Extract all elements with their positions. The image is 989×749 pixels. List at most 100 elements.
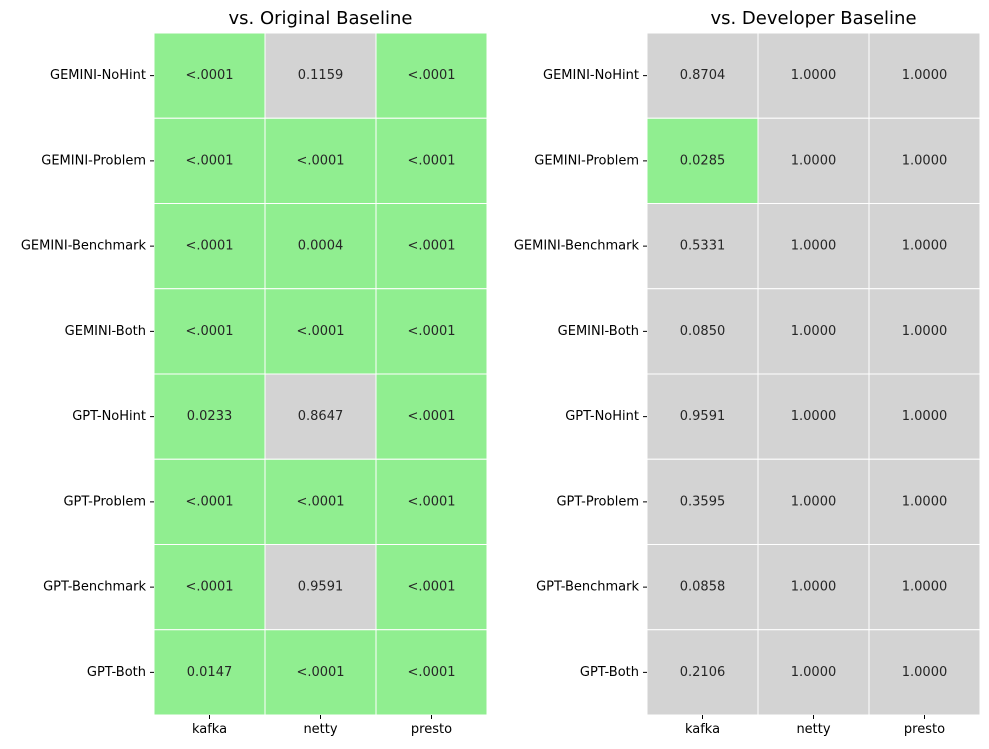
cell-value-label: <.0001: [407, 153, 455, 168]
cell-value-label: <.0001: [407, 494, 455, 509]
cell-value-label: 0.8647: [298, 409, 344, 424]
heatmap-cell: [757, 288, 870, 375]
cell-value-label: 1.0000: [791, 68, 837, 83]
heatmap-cell: [868, 629, 981, 716]
chart-title: vs. Original Baseline: [229, 8, 413, 29]
heatmap-developer-baseline: vs. Developer Baseline 0.8704 1.0000 1.0000…: [514, 8, 981, 737]
cell-value-label: 0.0858: [680, 580, 726, 595]
cell-value-label: <.0001: [296, 153, 344, 168]
cell-value-label: 0.0285: [680, 153, 726, 168]
heatmap-cell: [868, 458, 981, 545]
cell-value-label: 1.0000: [902, 324, 948, 339]
cell-value-label: <.0001: [407, 409, 455, 424]
y-tick-label: GPT-Benchmark: [43, 580, 146, 595]
cell-value-label: 1.0000: [902, 153, 948, 168]
cell-value-label: 1.0000: [791, 665, 837, 680]
cell-value-label: 0.9591: [298, 580, 344, 595]
cell-value-label: <.0001: [407, 68, 455, 83]
heatmap-cell: [153, 117, 266, 204]
heatmap-cell: [264, 373, 377, 460]
heatmap-cell: [646, 458, 759, 545]
cell-value-label: 0.2106: [680, 665, 726, 680]
y-tick-label: GPT-Benchmark: [536, 580, 639, 595]
heatmap-cell: [264, 203, 377, 290]
y-tick-label: GEMINI-NoHint: [543, 68, 639, 83]
y-tick-label: GEMINI-Both: [558, 324, 639, 339]
y-tick-label: GPT-NoHint: [72, 409, 146, 424]
cell-value-label: <.0001: [185, 239, 233, 254]
cell-value-label: 1.0000: [791, 153, 837, 168]
heatmap-cell: [646, 203, 759, 290]
heatmap-cell: [646, 629, 759, 716]
cell-value-label: 1.0000: [791, 580, 837, 595]
y-tick-label: GEMINI-Problem: [41, 153, 146, 168]
cell-value-label: 0.0004: [298, 239, 344, 254]
heatmap-cell: [153, 544, 266, 631]
cell-value-label: 0.3595: [680, 494, 726, 509]
y-tick-label: GPT-Both: [580, 665, 639, 680]
cell-value-label: 0.0147: [187, 665, 233, 680]
heatmap-cell: [757, 544, 870, 631]
x-tick-label: presto: [411, 722, 452, 737]
cell-value-label: <.0001: [185, 324, 233, 339]
cell-value-label: <.0001: [407, 580, 455, 595]
cell-value-label: 0.0233: [187, 409, 233, 424]
heatmap-cell: [868, 203, 981, 290]
cell-value-label: 0.8704: [680, 68, 726, 83]
cell-value-label: 1.0000: [902, 494, 948, 509]
heatmap-cell: [868, 544, 981, 631]
heatmap-cell: [375, 629, 488, 716]
x-tick-label: netty: [303, 722, 337, 737]
x-tick-label: kafka: [685, 722, 720, 737]
cell-value-label: <.0001: [407, 239, 455, 254]
cell-value-label: 0.9591: [680, 409, 726, 424]
heatmap-cell: [153, 32, 266, 119]
cell-value-label: 0.5331: [680, 239, 726, 254]
cell-value-label: <.0001: [185, 68, 233, 83]
heatmap-cell: [375, 288, 488, 375]
y-tick-label: GEMINI-NoHint: [50, 68, 146, 83]
cell-value-label: 1.0000: [791, 409, 837, 424]
heatmap-original-baseline: vs. Original Baseline <.0001 0.1159 <.0001 <…: [21, 8, 488, 737]
y-tick-label: GPT-Problem: [63, 494, 146, 509]
heatmap-cell: [375, 117, 488, 204]
heatmap-cell: [757, 458, 870, 545]
heatmap-cell: [375, 32, 488, 119]
y-tick-label: GEMINI-Benchmark: [514, 239, 640, 254]
cell-value-label: 1.0000: [902, 68, 948, 83]
heatmap-cell: [153, 629, 266, 716]
heatmap-cell: [646, 544, 759, 631]
cell-value-label: 1.0000: [791, 324, 837, 339]
x-tick-label: kafka: [192, 722, 227, 737]
cell-value-label: 1.0000: [791, 239, 837, 254]
heatmap-cell: [264, 544, 377, 631]
cell-value-label: <.0001: [296, 494, 344, 509]
heatmap-cell: [375, 373, 488, 460]
heatmap-cell: [264, 117, 377, 204]
y-tick-label: GPT-Both: [87, 665, 146, 680]
cell-value-label: 1.0000: [902, 580, 948, 595]
cell-value-label: <.0001: [185, 153, 233, 168]
y-tick-label: GEMINI-Both: [65, 324, 146, 339]
heatmap-cell: [153, 288, 266, 375]
cell-value-label: <.0001: [296, 665, 344, 680]
cell-value-label: <.0001: [407, 324, 455, 339]
y-tick-label: GPT-Problem: [556, 494, 639, 509]
heatmap-cell: [757, 117, 870, 204]
cell-value-label: 1.0000: [791, 494, 837, 509]
heatmap-cell: [868, 32, 981, 119]
heatmap-cell: [264, 629, 377, 716]
heatmap-cell: [375, 458, 488, 545]
heatmap-cell: [868, 373, 981, 460]
y-tick-label: GPT-NoHint: [565, 409, 639, 424]
cell-value-label: <.0001: [185, 580, 233, 595]
heatmap-cell: [264, 32, 377, 119]
cell-value-label: <.0001: [185, 494, 233, 509]
heatmap-cell: [375, 544, 488, 631]
y-tick-label: GEMINI-Benchmark: [21, 239, 147, 254]
heatmap-cell: [757, 203, 870, 290]
cell-value-label: <.0001: [407, 665, 455, 680]
cell-value-label: <.0001: [296, 324, 344, 339]
heatmap-cell: [868, 288, 981, 375]
